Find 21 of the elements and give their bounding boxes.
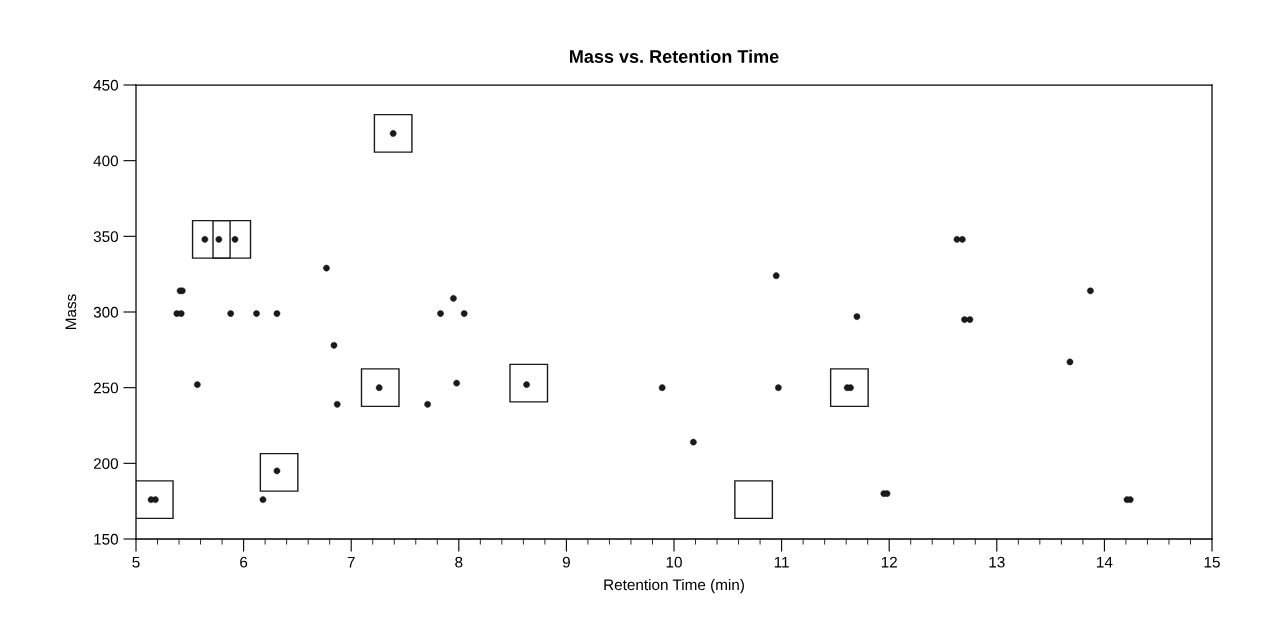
x-tick-label: 10 [666,556,682,568]
x-tick-label: 14 [1097,556,1113,568]
x-tick-label: 15 [1204,556,1220,568]
x-tick-label: 7 [347,556,355,568]
y-tick-label: 150 [94,533,119,545]
y-axis-title: Mass [65,294,77,329]
x-tick-label: 9 [562,556,570,568]
x-tick-label: 8 [455,556,463,568]
x-tick-label: 13 [989,556,1005,568]
y-tick-label: 350 [93,231,119,243]
y-tick-label: 300 [93,306,119,318]
y-tick-label: 250 [93,382,119,394]
y-tick-label: 450 [93,79,119,91]
x-tick-label: 6 [240,556,248,568]
x-axis-title: Retention Time (min) [604,578,744,594]
y-tick-label: 400 [93,155,119,167]
y-tick-label: 200 [93,458,119,470]
chart-title: Mass vs. Retention Time [570,49,779,63]
x-tick-label: 5 [132,556,140,568]
x-tick-label: 12 [881,556,897,568]
x-tick-label: 11 [774,556,789,568]
